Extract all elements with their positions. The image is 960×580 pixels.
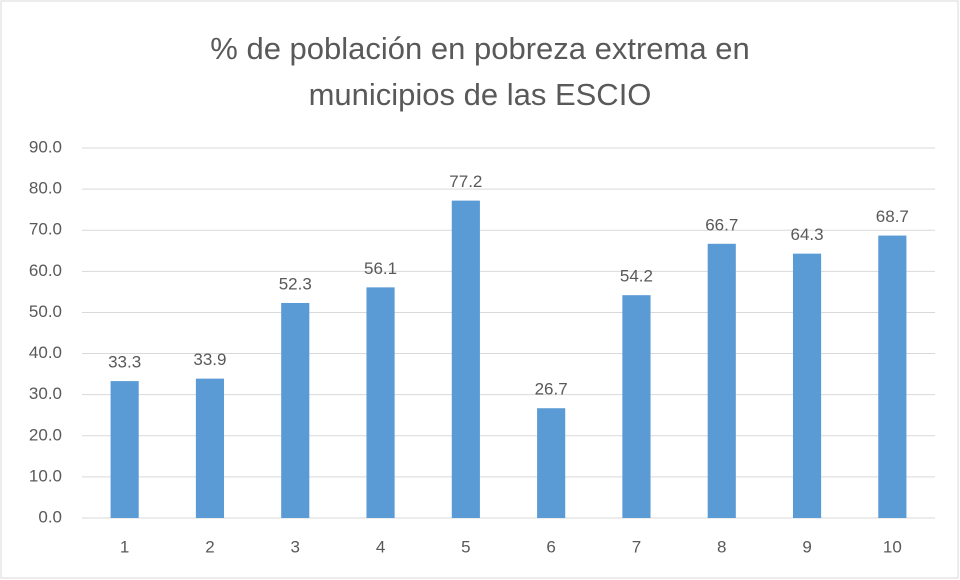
y-tick-label: 10.0 [29, 466, 62, 485]
x-tick-label: 5 [461, 537, 470, 556]
x-tick-label: 1 [120, 537, 129, 556]
bar [281, 302, 310, 518]
y-tick-label: 0.0 [38, 507, 62, 526]
data-label: 54.2 [620, 267, 653, 286]
y-tick-label: 80.0 [29, 179, 62, 198]
x-tick-label: 4 [376, 537, 385, 556]
bar [110, 381, 139, 518]
y-tick-label: 50.0 [29, 302, 62, 321]
x-tick-label: 7 [632, 537, 641, 556]
y-tick-label: 40.0 [29, 343, 62, 362]
bar [792, 253, 822, 518]
bar [451, 200, 480, 518]
y-tick-label: 90.0 [29, 137, 62, 156]
bar [195, 378, 225, 518]
data-label: 64.3 [791, 225, 824, 244]
y-tick-label: 70.0 [29, 220, 62, 239]
data-label: 56.1 [364, 259, 397, 278]
data-label: 33.9 [193, 350, 226, 369]
data-label: 33.3 [108, 353, 141, 372]
data-label: 66.7 [705, 215, 738, 234]
data-label: 68.7 [876, 207, 909, 226]
y-tick-label: 20.0 [29, 425, 62, 444]
chart-title: % de población en pobreza extrema en mun… [210, 31, 750, 112]
data-label: 77.2 [449, 172, 482, 191]
data-label: 52.3 [279, 274, 312, 293]
bar [707, 243, 736, 519]
x-tick-label: 6 [546, 537, 555, 556]
x-tick-label: 9 [802, 537, 811, 556]
y-tick-label: 60.0 [29, 261, 62, 280]
x-tick-label: 10 [883, 537, 902, 556]
x-tick-label: 3 [291, 537, 300, 556]
bar [622, 295, 651, 518]
x-tick-label: 2 [205, 537, 214, 556]
bar [366, 287, 395, 518]
x-tick-label: 8 [717, 537, 726, 556]
bar [878, 235, 907, 519]
y-tick-label: 30.0 [29, 384, 62, 403]
bar [537, 408, 566, 518]
data-label: 26.7 [535, 380, 568, 399]
